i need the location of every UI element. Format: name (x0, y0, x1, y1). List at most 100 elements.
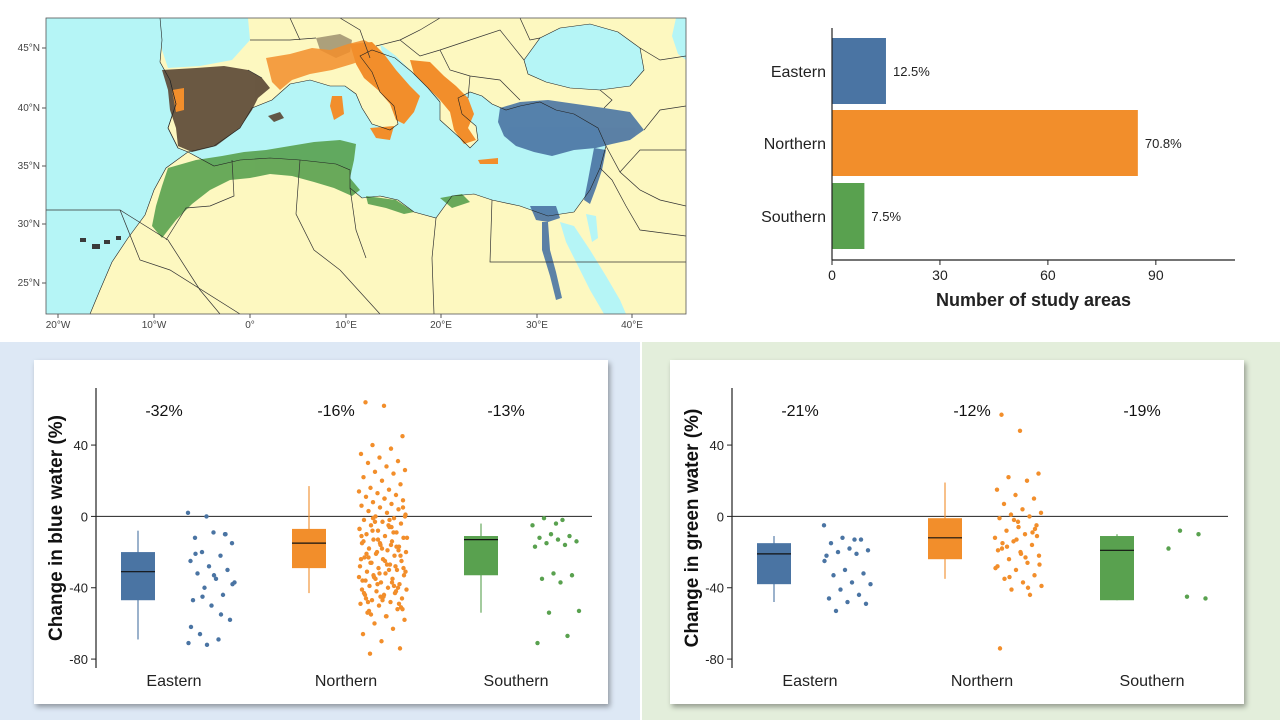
bar-data-label: 70.8% (1145, 136, 1182, 151)
box (1100, 536, 1134, 601)
data-point (368, 560, 373, 565)
data-point (544, 540, 549, 546)
data-point (1013, 567, 1019, 573)
data-point (390, 626, 396, 631)
data-point (377, 540, 383, 546)
data-point (994, 487, 1000, 492)
data-point (392, 553, 397, 558)
country-borders (46, 18, 686, 314)
data-point (384, 562, 390, 567)
data-point (368, 523, 374, 528)
data-point (1018, 551, 1024, 557)
data-point (401, 573, 407, 578)
data-point (192, 535, 198, 541)
data-point (395, 458, 401, 464)
data-point (379, 478, 385, 483)
data-point (565, 633, 570, 639)
data-point (1020, 580, 1026, 585)
data-point (359, 587, 365, 592)
data-point (358, 557, 364, 562)
y-tick-label: 0 (81, 509, 88, 524)
data-point (358, 451, 364, 457)
data-point (379, 639, 384, 644)
lon-tick-label: 30°E (526, 320, 548, 331)
data-point (363, 596, 369, 601)
data-point (1177, 528, 1183, 533)
lon-tick-label: 0° (245, 320, 255, 331)
box (121, 552, 155, 601)
data-point (227, 617, 233, 623)
data-point (847, 546, 852, 551)
data-point (396, 601, 402, 606)
bar (832, 183, 865, 249)
data-point (368, 612, 374, 617)
data-point (840, 535, 845, 541)
data-point (188, 558, 193, 564)
percent-change-annotation: -21% (781, 403, 818, 420)
data-point (395, 585, 401, 590)
data-point (1014, 537, 1019, 542)
data-point (403, 549, 409, 555)
data-point (400, 505, 406, 510)
data-point (569, 573, 575, 578)
data-point (211, 530, 216, 535)
lon-tick-label: 10°W (142, 320, 167, 331)
data-point (372, 621, 377, 626)
y-axis-title: Change in blue water (%) (46, 415, 67, 641)
data-point (1002, 576, 1007, 582)
caspian-sea (672, 18, 686, 60)
data-point (1027, 592, 1033, 598)
data-point (835, 549, 841, 555)
data-point (218, 553, 223, 558)
data-point (398, 521, 404, 526)
data-point (1024, 478, 1030, 483)
data-point (388, 599, 393, 605)
data-point (995, 548, 1001, 553)
data-point (202, 585, 207, 590)
bay-of-biscay (160, 18, 250, 68)
data-point (366, 508, 371, 514)
box (292, 528, 326, 569)
data-point (199, 549, 205, 555)
data-point (530, 523, 535, 528)
y-axis-title: Change in green water (%) (682, 409, 703, 648)
percent-change-annotation: -32% (145, 403, 182, 420)
category-tick-label: Northern (951, 673, 1013, 690)
data-point (373, 576, 378, 582)
data-point (401, 535, 406, 541)
y-tick-label: 0 (717, 509, 724, 524)
data-point (369, 598, 375, 603)
data-point (396, 548, 401, 553)
data-point (376, 565, 381, 571)
category-tick-label: Southern (1120, 673, 1185, 690)
cyrenaica (440, 194, 470, 208)
lat-tick-label: 45°N (18, 43, 40, 54)
balearic-islands (268, 112, 284, 122)
data-point (395, 606, 400, 612)
data-point (856, 592, 862, 598)
lat-tick-label: 25°N (18, 278, 40, 289)
data-point (532, 544, 538, 549)
data-point (863, 601, 869, 606)
data-point (370, 515, 376, 521)
data-point (831, 573, 836, 578)
data-point (1006, 557, 1012, 562)
data-point (378, 580, 384, 585)
data-point (391, 471, 396, 476)
y-tick-label: -40 (705, 581, 724, 596)
data-point (387, 517, 392, 523)
data-point (220, 592, 226, 598)
y-tick-label: 40 (74, 438, 88, 453)
canary-islands (80, 236, 121, 249)
box (464, 536, 498, 576)
data-point (849, 580, 855, 585)
data-point (204, 642, 210, 648)
balkans-greece (410, 60, 476, 144)
data-point (845, 599, 850, 605)
y-tick-label: -40 (69, 581, 88, 596)
data-point (993, 565, 998, 571)
data-point (372, 519, 378, 524)
lon-tick-label: 40°E (621, 320, 643, 331)
data-point (548, 532, 554, 537)
